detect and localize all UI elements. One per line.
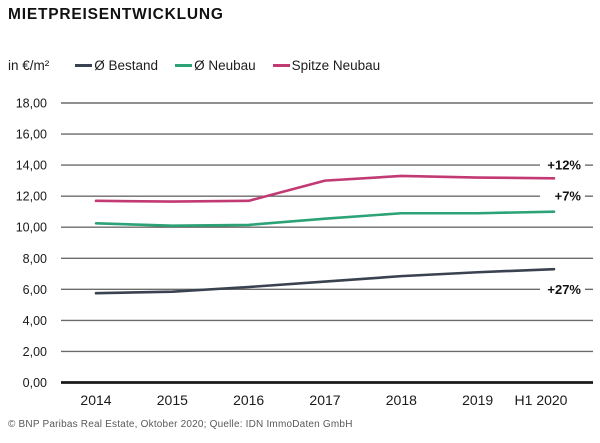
legend-item-bestand: Ø Bestand [75,58,158,73]
y-tick-label: 10,00 [16,221,47,235]
y-tick-label: 6,00 [23,283,47,297]
y-tick-label: 0,00 [23,376,47,390]
legend-dash-icon [175,64,193,67]
x-tick-label-2018: 2018 [386,392,417,408]
legend-item-spitze-neubau: Spitze Neubau [272,58,381,73]
growth-annotation-neubau: +7% [555,189,582,204]
x-tick-label-2016: 2016 [233,392,264,408]
x-tick-label-h1-2020: H1 2020 [515,392,568,408]
y-tick-label: 2,00 [23,345,47,359]
y-tick-label: 16,00 [16,128,47,142]
source-note: © BNP Paribas Real Estate, Oktober 2020;… [8,419,353,430]
series-line-spitze-neubau [94,174,556,203]
series-line-neubau [94,210,556,227]
y-tick-label: 8,00 [23,252,47,266]
legend: Ø Bestand Ø Neubau Spitze Neubau [75,58,397,73]
legend-dash-icon [272,64,290,67]
chart-title: MIETPREISENTWICKLUNG [8,6,224,23]
x-tick-label-2014: 2014 [80,392,111,408]
legend-dash-icon [75,64,93,67]
y-tick-label: 12,00 [16,190,47,204]
legend-label: Spitze Neubau [291,58,381,73]
legend-item-neubau: Ø Neubau [175,58,256,73]
x-tick-label-2017: 2017 [309,392,340,408]
series-line-bestand [94,267,556,295]
y-axis-unit-label: in €/m² [8,58,50,73]
y-tick-label: 18,00 [16,97,47,111]
y-tick-label: 14,00 [16,159,47,173]
x-tick-label-2019: 2019 [462,392,493,408]
legend-row: in €/m² Ø Bestand Ø Neubau Spitze Neubau [8,58,397,73]
growth-annotation-bestand: +27% [547,282,581,297]
legend-label: Ø Neubau [194,58,256,73]
x-tick-label-2015: 2015 [157,392,188,408]
legend-label: Ø Bestand [94,58,159,73]
y-tick-label: 4,00 [23,314,47,328]
growth-annotation-spitze-neubau: +12% [547,158,581,173]
